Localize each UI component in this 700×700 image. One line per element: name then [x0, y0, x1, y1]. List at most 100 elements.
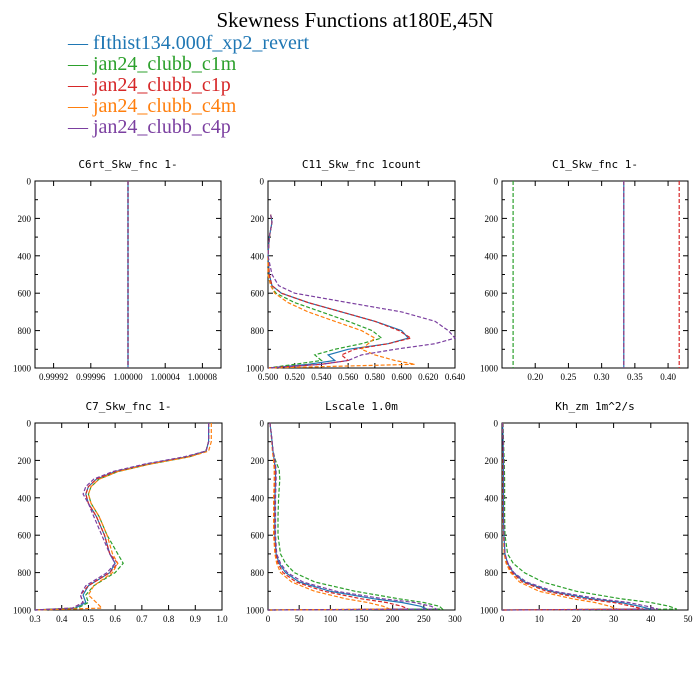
y-tick-label: 1000	[13, 606, 32, 616]
y-tick-label: 200	[251, 214, 265, 224]
x-tick-label: 0.640	[445, 372, 466, 382]
panel-title: C11_Skw_fnc 1count	[302, 158, 421, 171]
x-tick-label: 0.30	[594, 372, 610, 382]
x-tick-label: 0.20	[527, 372, 543, 382]
series-line-2	[34, 423, 210, 611]
figure-title: Skewness Functions at180E,45N	[216, 8, 493, 32]
y-tick-label: 200	[18, 456, 32, 466]
x-tick-label: 0.6	[110, 614, 122, 624]
panel-title: C6rt_Skw_fnc 1-	[78, 158, 177, 171]
series-line-5	[34, 423, 210, 611]
x-tick-label: 30	[609, 614, 619, 624]
plot-frame	[34, 422, 223, 611]
y-tick-label: 1000	[480, 364, 499, 374]
x-tick-label: 40	[646, 614, 656, 624]
y-tick-label: 0	[494, 177, 499, 187]
y-tick-label: 400	[18, 251, 32, 261]
series-line-5	[501, 422, 659, 611]
plot-frame	[267, 180, 456, 369]
series-line-5	[267, 422, 439, 611]
x-tick-label: 50	[295, 614, 305, 624]
x-tick-label: 0.5	[83, 614, 95, 624]
series-line-4	[34, 423, 212, 611]
legend-entry-1: — fIthist134.000f_xp2_revert	[67, 32, 310, 54]
y-tick-label: 1000	[246, 606, 265, 616]
y-tick-label: 0	[494, 419, 499, 429]
y-tick-label: 800	[251, 326, 265, 336]
y-tick-label: 600	[485, 531, 499, 541]
x-tick-label: 0.99992	[39, 372, 68, 382]
x-tick-label: 0.540	[311, 372, 332, 382]
y-tick-label: 1000	[246, 364, 265, 374]
legend-entry-2: — jan24_clubb_c1m	[67, 53, 237, 75]
y-tick-label: 600	[18, 531, 32, 541]
y-tick-label: 400	[251, 251, 265, 261]
series-line-3	[501, 422, 644, 611]
legend-entry-5: — jan24_clubb_c4p	[67, 116, 231, 138]
legend-entry-4: — jan24_clubb_c4m	[67, 95, 237, 117]
panel-2: C11_Skw_fnc 1count 0 200 400 600 800 10000.500…	[246, 158, 466, 382]
y-tick-label: 0	[27, 177, 32, 187]
x-tick-label: 150	[355, 614, 369, 624]
y-tick-label: 800	[251, 568, 265, 578]
x-tick-label: 0.7	[136, 614, 148, 624]
x-tick-label: 250	[417, 614, 431, 624]
x-tick-label: 0.580	[365, 372, 386, 382]
x-tick-label: 0	[266, 614, 271, 624]
x-tick-label: 0.4	[56, 614, 68, 624]
y-tick-label: 800	[485, 568, 499, 578]
y-tick-label: 0	[260, 419, 265, 429]
x-tick-label: 200	[386, 614, 400, 624]
x-tick-label: 1.0	[216, 614, 228, 624]
series-line-2	[267, 422, 445, 611]
series-line-2	[267, 214, 383, 369]
plot-frame	[501, 422, 689, 611]
series-line-1	[34, 423, 210, 611]
x-tick-label: 0.40	[660, 372, 676, 382]
x-tick-label: 0.560	[338, 372, 359, 382]
y-tick-label: 800	[18, 568, 32, 578]
panel-title: C1_Skw_fnc 1-	[552, 158, 638, 171]
panel-title: Lscale 1.0m	[325, 400, 398, 413]
x-tick-label: 0.3	[29, 614, 41, 624]
y-tick-label: 400	[251, 493, 265, 503]
x-tick-label: 10	[535, 614, 545, 624]
series-line-1	[501, 422, 651, 611]
y-tick-label: 800	[485, 326, 499, 336]
series-line-3	[34, 423, 210, 611]
legend-entry-3: — jan24_clubb_c1p	[67, 74, 231, 96]
x-tick-label: 1.00008	[188, 372, 218, 382]
y-tick-label: 400	[18, 493, 32, 503]
y-tick-label: 400	[485, 251, 499, 261]
plot-frame	[501, 180, 689, 369]
y-tick-label: 400	[485, 493, 499, 503]
x-tick-label: 0.9	[190, 614, 202, 624]
x-tick-label: 0.25	[561, 372, 577, 382]
panel-title: Kh_zm 1m^2/s	[555, 400, 634, 413]
x-tick-label: 20	[572, 614, 582, 624]
legend: — fIthist134.000f_xp2_revert— jan24_club…	[67, 32, 310, 138]
x-tick-label: 0.8	[163, 614, 175, 624]
x-tick-label: 300	[448, 614, 462, 624]
panel-1: C6rt_Skw_fnc 1- 0 200 400 600 800 1000 0.99992 0…	[13, 158, 222, 382]
y-tick-label: 600	[18, 289, 32, 299]
series-line-4	[501, 422, 618, 611]
panel-3: C1_Skw_fnc 1- 0 200 400 600 800 1000 0.20 0.25 0.…	[480, 158, 689, 382]
y-tick-label: 200	[485, 456, 499, 466]
series-line-2	[501, 422, 678, 611]
x-tick-label: 0.99996	[76, 372, 106, 382]
y-tick-label: 600	[485, 289, 499, 299]
x-tick-label: 0.520	[285, 372, 306, 382]
x-tick-label: 0.600	[391, 372, 412, 382]
y-tick-label: 200	[251, 456, 265, 466]
series-line-5	[267, 214, 457, 369]
series-line-1	[267, 214, 410, 369]
panel-title: C7_Skw_fnc 1-	[85, 400, 171, 413]
y-tick-label: 200	[18, 214, 32, 224]
x-tick-label: 0.620	[418, 372, 439, 382]
y-tick-label: 200	[485, 214, 499, 224]
